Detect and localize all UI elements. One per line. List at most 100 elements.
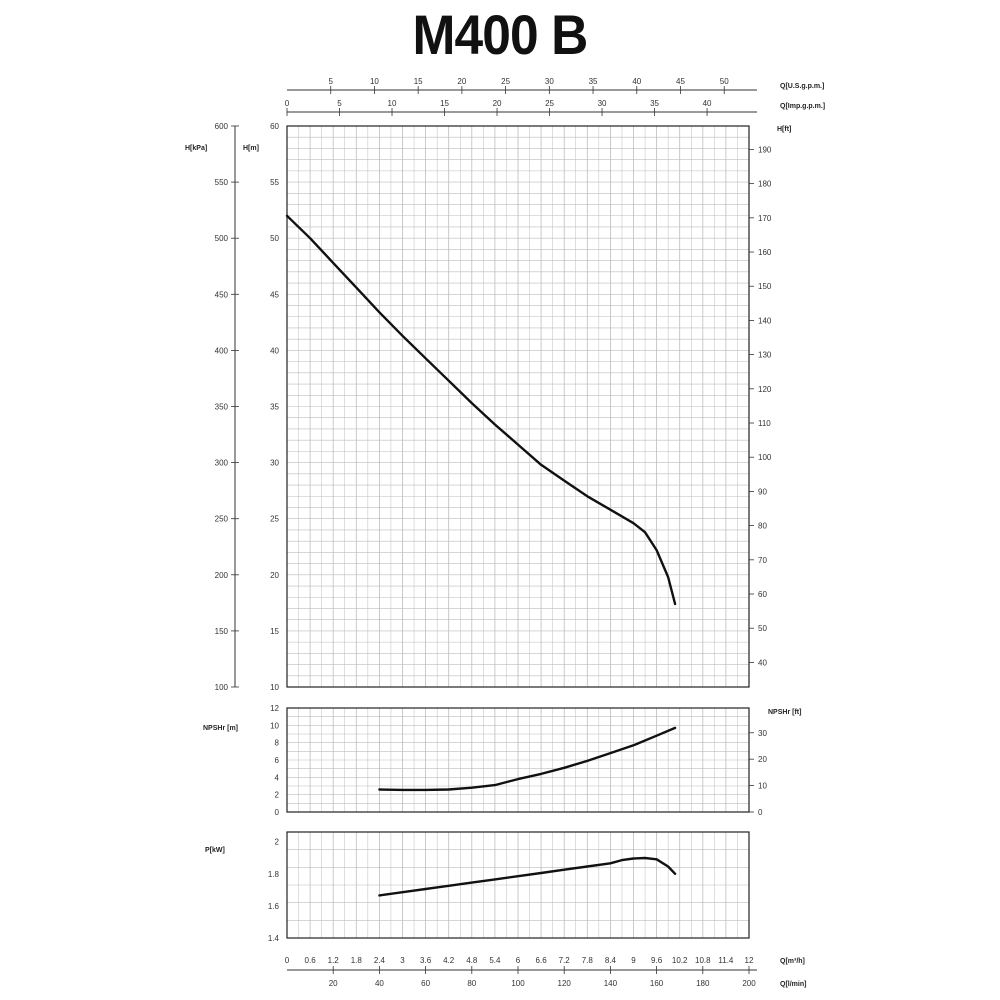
tick-label-m3h: 10.2 — [672, 956, 688, 965]
tick-label-kpa: 400 — [215, 346, 229, 355]
axis-label-npsh-ft: NPSHr [ft] — [768, 709, 801, 716]
tick-label-m3h: 4.2 — [443, 956, 455, 965]
tick-label-power: 1.4 — [268, 934, 280, 943]
tick-label-usgpm: 5 — [328, 77, 333, 86]
tick-label-impgpm: 10 — [388, 99, 397, 108]
tick-label-ft: 180 — [758, 180, 772, 189]
tick-label-usgpm: 15 — [414, 77, 423, 86]
tick-label-head-m: 30 — [270, 459, 279, 468]
tick-label-impgpm: 35 — [650, 99, 659, 108]
tick-label-impgpm: 0 — [285, 99, 290, 108]
tick-label-kpa: 100 — [215, 683, 229, 692]
tick-label-usgpm: 45 — [676, 77, 685, 86]
tick-label-lmin: 100 — [511, 979, 525, 988]
tick-label-m3h: 10.8 — [695, 956, 711, 965]
tick-label-m3h: 6 — [516, 956, 521, 965]
plot-frame — [286, 707, 750, 813]
tick-label-head-m: 15 — [270, 627, 279, 636]
axis-label-m3h: Q[m³/h] — [780, 958, 805, 965]
tick-label-npsh-ft: 20 — [758, 755, 767, 764]
tick-label-usgpm: 10 — [370, 77, 379, 86]
tick-label-head-m: 20 — [270, 571, 279, 580]
tick-label-lmin: 60 — [421, 979, 430, 988]
tick-label-power: 1.8 — [268, 870, 280, 879]
chart-title: M400 B — [412, 3, 589, 66]
tick-label-m3h: 2.4 — [374, 956, 386, 965]
tick-label-m3h: 11.4 — [718, 956, 734, 965]
tick-label-kpa: 600 — [215, 122, 229, 131]
tick-label-ft: 70 — [758, 556, 767, 565]
tick-label-usgpm: 20 — [457, 77, 466, 86]
axis-label-power: P[kW] — [205, 847, 225, 854]
tick-label-kpa: 300 — [215, 459, 229, 468]
tick-label-ft: 100 — [758, 453, 772, 462]
tick-label-head-m: 55 — [270, 178, 279, 187]
tick-label-npsh-m: 4 — [275, 773, 280, 782]
tick-label-ft: 190 — [758, 145, 772, 154]
tick-label-impgpm: 25 — [545, 99, 554, 108]
tick-label-npsh-m: 10 — [270, 721, 279, 730]
tick-label-power: 2 — [275, 838, 280, 847]
tick-label-kpa: 250 — [215, 515, 229, 524]
tick-label-kpa: 450 — [215, 290, 229, 299]
tick-label-m3h: 3 — [400, 956, 405, 965]
tick-label-ft: 170 — [758, 214, 772, 223]
axis-label-lmin: Q[l/min] — [780, 981, 806, 988]
tick-label-head-m: 10 — [270, 683, 279, 692]
plot-frame — [286, 125, 750, 688]
tick-label-head-m: 25 — [270, 515, 279, 524]
tick-label-head-m: 35 — [270, 403, 279, 412]
tick-label-npsh-m: 2 — [275, 791, 280, 800]
axis-label-usgpm: Q[U.S.g.p.m.] — [780, 83, 824, 90]
tick-label-m3h: 1.2 — [328, 956, 340, 965]
tick-label-ft: 40 — [758, 658, 767, 667]
tick-label-lmin: 180 — [696, 979, 710, 988]
tick-label-m3h: 9 — [631, 956, 636, 965]
tick-label-impgpm: 20 — [493, 99, 502, 108]
tick-label-m3h: 5.4 — [489, 956, 501, 965]
tick-label-impgpm: 40 — [703, 99, 712, 108]
tick-label-m3h: 0.6 — [305, 956, 317, 965]
tick-label-usgpm: 30 — [545, 77, 554, 86]
tick-label-ft: 160 — [758, 248, 772, 257]
tick-label-m3h: 7.2 — [559, 956, 571, 965]
tick-label-lmin: 40 — [375, 979, 384, 988]
plot-frame — [286, 831, 750, 939]
tick-label-m3h: 8.4 — [605, 956, 617, 965]
tick-label-ft: 120 — [758, 385, 772, 394]
tick-label-usgpm: 25 — [501, 77, 510, 86]
tick-label-usgpm: 50 — [720, 77, 729, 86]
axis-label-ft: H[ft] — [777, 126, 791, 133]
npsh-curve — [378, 726, 677, 792]
tick-label-npsh-ft: 0 — [758, 808, 763, 817]
tick-label-lmin: 80 — [467, 979, 476, 988]
power-curve — [378, 856, 677, 897]
tick-label-head-m: 60 — [270, 122, 279, 131]
tick-label-m3h: 6.6 — [536, 956, 548, 965]
tick-label-m3h: 0 — [285, 956, 290, 965]
axis-label-impgpm: Q[Imp.g.p.m.] — [780, 103, 825, 110]
tick-label-kpa: 500 — [215, 234, 229, 243]
tick-label-ft: 80 — [758, 522, 767, 531]
tick-label-npsh-ft: 10 — [758, 782, 767, 791]
tick-label-m3h: 9.6 — [651, 956, 663, 965]
tick-label-npsh-ft: 30 — [758, 729, 767, 738]
tick-label-ft: 90 — [758, 487, 767, 496]
tick-label-m3h: 3.6 — [420, 956, 432, 965]
tick-label-usgpm: 40 — [632, 77, 641, 86]
tick-label-head-m: 45 — [270, 290, 279, 299]
tick-label-kpa: 550 — [215, 178, 229, 187]
tick-label-npsh-m: 8 — [275, 739, 280, 748]
tick-label-ft: 140 — [758, 316, 772, 325]
tick-label-kpa: 150 — [215, 627, 229, 636]
tick-label-ft: 50 — [758, 624, 767, 633]
tick-label-head-m: 50 — [270, 234, 279, 243]
tick-label-m3h: 1.8 — [351, 956, 363, 965]
tick-label-kpa: 200 — [215, 571, 229, 580]
tick-label-lmin: 160 — [650, 979, 664, 988]
axis-label-kpa: H[kPa] — [185, 145, 207, 152]
tick-label-kpa: 350 — [215, 403, 229, 412]
tick-label-power: 1.6 — [268, 902, 280, 911]
tick-label-impgpm: 30 — [598, 99, 607, 108]
